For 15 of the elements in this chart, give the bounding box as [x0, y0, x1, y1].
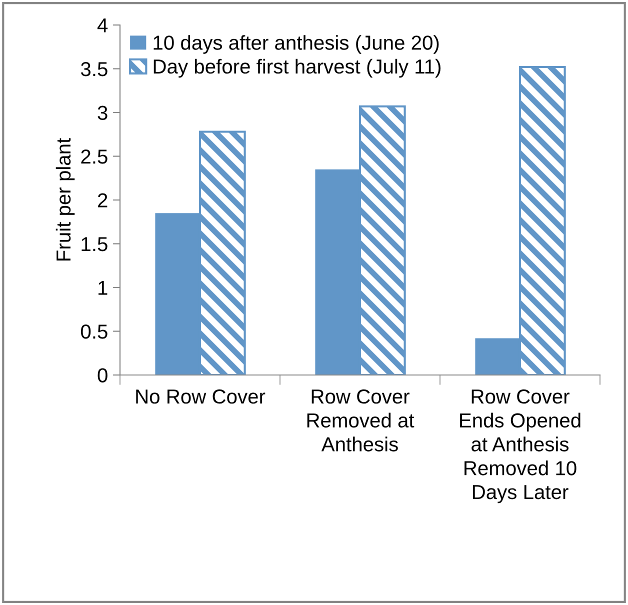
legend-label: 10 days after anthesis (June 20): [154, 35, 439, 54]
legend-label: Day before first harvest (July 11): [154, 58, 440, 78]
y-tick-label: 0.5: [80, 324, 108, 339]
y-axis-title: Fruit per plant: [56, 138, 75, 260]
y-tick-label: 4: [97, 18, 108, 32]
y-tick-label: 3.5: [80, 62, 108, 76]
y-tick-label: 3: [98, 106, 108, 120]
y-tick-label: 1.5: [82, 237, 108, 252]
y-tick-label: 2.5: [81, 149, 108, 164]
x-tick-label: No Row Cover: [136, 389, 266, 404]
y-tick-label: 2: [98, 193, 108, 208]
x-tick-label: Row Cover Ends Opened at Anthesis Removed 10 Days Later: [460, 389, 580, 504]
y-tick-label: 0: [98, 368, 108, 382]
x-tick-label: Row Cover Removed at Anthesis: [307, 389, 414, 452]
y-tick-label: 1: [98, 280, 108, 295]
